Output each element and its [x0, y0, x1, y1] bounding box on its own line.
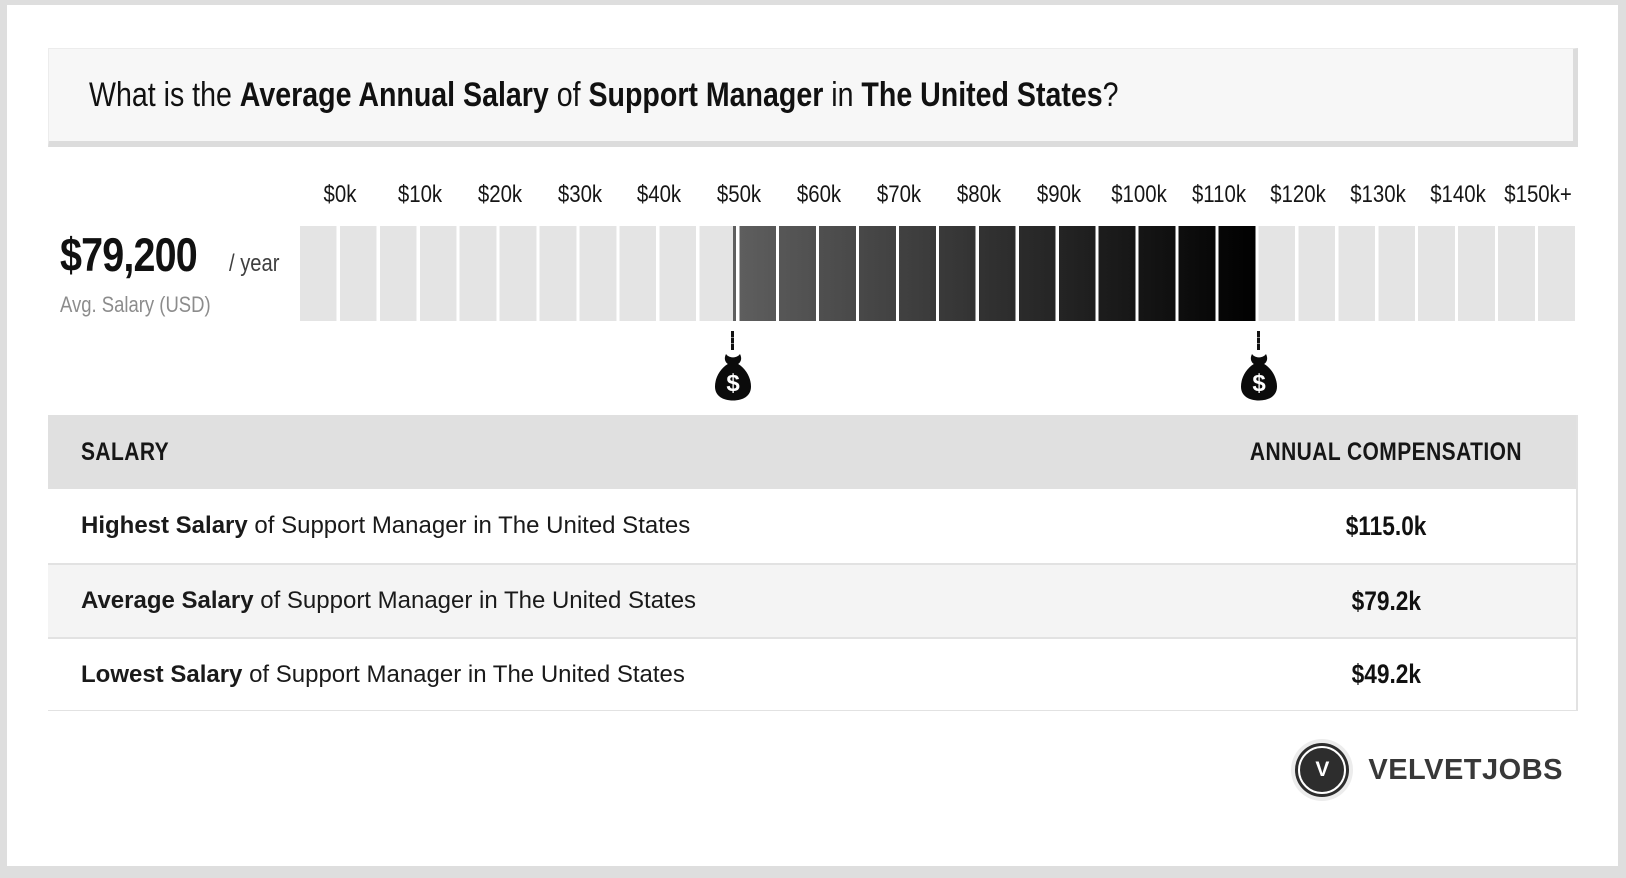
axis-tick-30k: $30k — [557, 181, 602, 208]
axis-tick-80k: $80k — [956, 181, 1002, 208]
average-salary-amount: $79,200 — [60, 228, 198, 281]
infographic-card: What is the Average Annual Salary of Sup… — [7, 5, 1618, 866]
salary-period-label: / year — [229, 250, 280, 277]
average-salary-summary: $79,200 / year Avg. Salary (USD) — [60, 227, 300, 318]
row-value: $79.2k — [1351, 585, 1421, 616]
table-header-row: SALARY ANNUAL COMPENSATION — [48, 415, 1576, 489]
axis-tick-20k: $20k — [477, 181, 522, 208]
salary-column-header: SALARY — [81, 437, 170, 466]
brand-name: VELVETJOBS — [1368, 753, 1563, 786]
dollar-glyph: $ — [726, 370, 740, 397]
axis-tick-110k: $110k — [1191, 181, 1246, 208]
money-bag-icon: $ — [1240, 354, 1277, 401]
money-bag-icon: $ — [714, 354, 751, 401]
velvetjobs-badge-icon: V — [1291, 739, 1354, 801]
table-row-lowest: Lowest Salary of Support Manager in The … — [48, 637, 1576, 711]
axis-tick-100k: $100k — [1110, 181, 1167, 208]
row-label: Highest Salary of Support Manager in The… — [81, 512, 691, 539]
axis-tick-40k: $40k — [637, 181, 682, 208]
marker-dash — [1257, 331, 1260, 350]
marker-dash — [731, 331, 735, 350]
logo-monogram: V — [1315, 758, 1330, 781]
axis-tick-140k: $140k — [1430, 181, 1486, 208]
axis-tick-10k: $10k — [397, 181, 442, 208]
row-label: Average Salary of Support Manager in The… — [81, 587, 697, 614]
row-value: $115.0k — [1345, 510, 1427, 541]
row-value: $49.2k — [1351, 659, 1421, 689]
axis-tick-90k: $90k — [1036, 181, 1081, 208]
dollar-glyph: $ — [1252, 370, 1266, 397]
axis-tick-0k: $0k — [323, 181, 357, 208]
axis-tick-60k: $60k — [797, 181, 842, 208]
salary-scale: $0k $10k $20k $30k $40k $50k $60k $70k $… — [300, 175, 1578, 407]
low-marker: $ — [711, 331, 755, 401]
velvetjobs-logo[interactable]: V VELVETJOBS — [1291, 739, 1563, 801]
question-header: What is the Average Annual Salary of Sup… — [48, 48, 1578, 147]
salary-range-highlight — [732, 226, 1259, 321]
page-title: What is the Average Annual Salary of Sup… — [89, 75, 1119, 114]
salary-chart: $79,200 / year Avg. Salary (USD) $0k $10… — [48, 175, 1578, 407]
axis-tick-120k: $120k — [1270, 181, 1327, 208]
compensation-column-header: ANNUAL COMPENSATION — [1249, 437, 1523, 466]
table-row-highest: Highest Salary of Support Manager in The… — [48, 489, 1576, 563]
average-salary-caption: Avg. Salary (USD) — [60, 292, 211, 317]
high-marker: $ — [1237, 331, 1281, 401]
table-row-average: Average Salary of Support Manager in The… — [48, 563, 1576, 637]
salary-table: SALARY ANNUAL COMPENSATION Highest Salar… — [48, 415, 1578, 711]
salary-scale-track — [300, 226, 1578, 321]
row-label: Lowest Salary of Support Manager in The … — [81, 660, 685, 688]
axis-tick-150k: $150k+ — [1504, 181, 1572, 208]
axis-tick-70k: $70k — [876, 181, 922, 208]
axis-tick-50k: $50k — [717, 181, 762, 208]
axis-tick-130k: $130k — [1350, 181, 1407, 208]
